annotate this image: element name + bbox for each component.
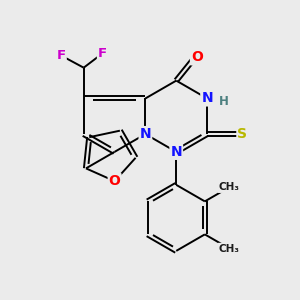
Text: CH₃: CH₃ (218, 244, 239, 254)
Text: N: N (170, 145, 182, 159)
Text: O: O (191, 50, 203, 64)
Text: S: S (237, 127, 248, 141)
Text: N: N (201, 92, 213, 105)
Text: N: N (140, 127, 151, 141)
Text: F: F (98, 47, 107, 60)
Text: F: F (57, 49, 66, 62)
Text: H: H (219, 95, 229, 108)
Text: O: O (109, 174, 121, 188)
Text: CH₃: CH₃ (218, 182, 239, 192)
